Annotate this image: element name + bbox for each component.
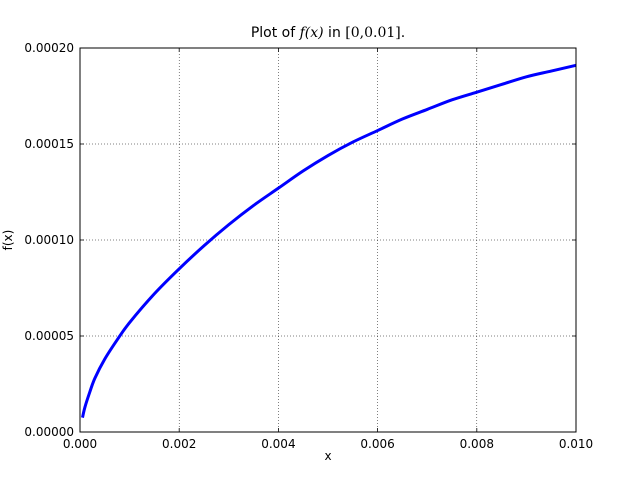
series-line [81,63,577,418]
x-axis-label: x [324,449,331,463]
grid-layer [79,47,577,433]
x-tick-label: 0.008 [460,437,494,451]
x-tick-labels: 0.000 0.002 0.004 0.006 0.008 0.010 [63,437,593,451]
x-tick-label: 0.004 [261,437,295,451]
x-tick-label: 0.002 [162,437,196,451]
y-tick-label: 0.00020 [24,41,74,55]
x-tick-label: 0.010 [559,437,593,451]
y-tick-label: 0.00005 [24,329,74,343]
title-prefix: Plot of [251,25,300,41]
x-tick-label: 0.000 [63,437,97,451]
ticks-layer [79,47,577,433]
y-tick-label: 0.00000 [24,425,74,439]
title-interval: [0,0.01] [345,25,400,41]
y-tick-labels: 0.00000 0.00005 0.00010 0.00015 0.00020 [24,41,74,439]
title-end: . [401,25,405,41]
title-mid: in [324,25,346,41]
x-tick-label: 0.006 [360,437,394,451]
chart-title: Plot of f(x) in [0,0.01]. [251,25,405,41]
y-tick-label: 0.00015 [24,137,74,151]
y-tick-label: 0.00010 [24,233,74,247]
plot-frame [79,47,577,433]
title-fx: f(x) [299,25,324,41]
y-axis-label: f(x) [1,230,15,251]
